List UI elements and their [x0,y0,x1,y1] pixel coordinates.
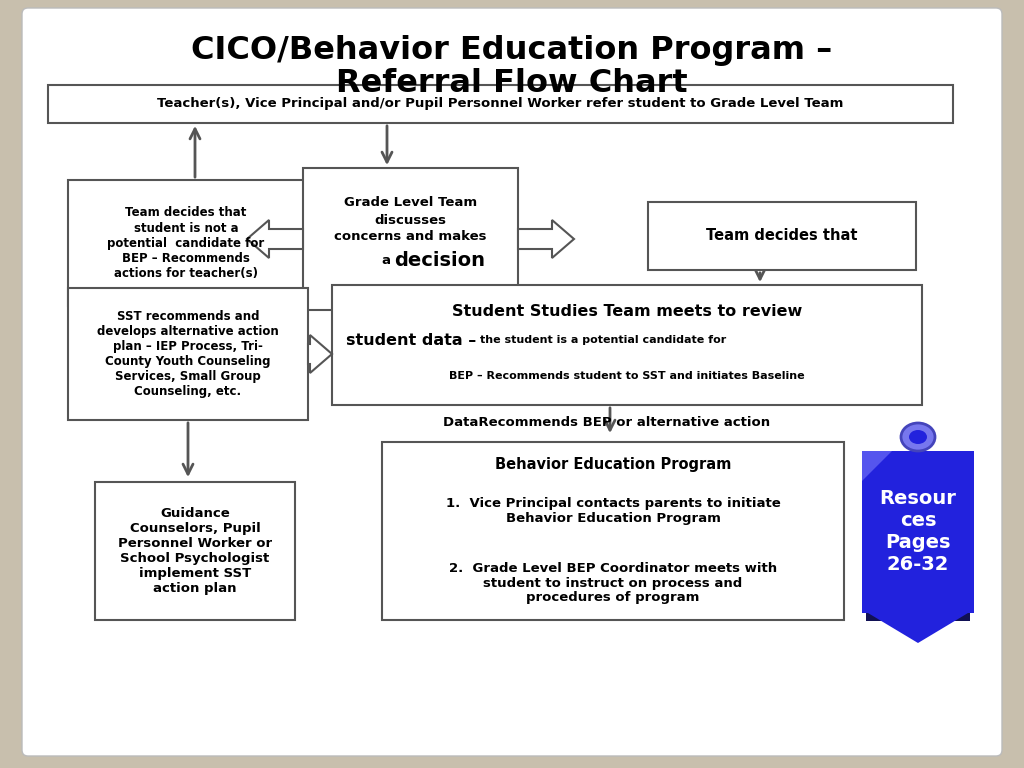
FancyArrow shape [247,220,303,258]
Bar [866,611,970,621]
Polygon shape [868,613,968,643]
Text: the student is a potential candidate for: the student is a potential candidate for [480,335,726,345]
FancyBboxPatch shape [22,8,1002,756]
Ellipse shape [909,430,927,444]
Text: Resour
ces
Pages
26-32: Resour ces Pages 26-32 [880,489,956,574]
Bar [862,451,974,613]
Text: 2.  Grade Level BEP Coordinator meets with
student to instruct on process and
pr: 2. Grade Level BEP Coordinator meets wit… [449,561,777,604]
Bar [68,180,304,306]
Text: SST recommends and
develops alternative action
plan – IEP Process, Tri-
County Y: SST recommends and develops alternative … [97,310,279,398]
Ellipse shape [901,423,935,451]
Text: decision: decision [394,251,485,270]
FancyArrow shape [308,335,332,373]
Text: Grade Level Team: Grade Level Team [344,197,477,210]
Text: BEP – Recommends student to SST and initiates Baseline: BEP – Recommends student to SST and init… [450,371,805,381]
Bar [68,288,308,420]
Bar [48,85,953,123]
Text: Teacher(s), Vice Principal and/or Pupil Personnel Worker refer student to Grade : Teacher(s), Vice Principal and/or Pupil … [158,98,844,111]
Text: CICO/Behavior Education Program –: CICO/Behavior Education Program – [191,35,833,65]
Text: DataRecommends BEP or alternative action: DataRecommends BEP or alternative action [443,416,771,429]
Text: a: a [383,254,396,267]
Text: Behavior Education Program: Behavior Education Program [495,456,731,472]
Bar [303,168,518,310]
Polygon shape [862,451,892,481]
Text: discusses: discusses [375,214,446,227]
Text: Student Studies Team meets to review: Student Studies Team meets to review [452,304,802,319]
Bar [648,202,916,270]
Text: 1.  Vice Principal contacts parents to initiate
Behavior Education Program: 1. Vice Principal contacts parents to in… [445,497,780,525]
Bar [95,482,295,620]
Text: Guidance
Counselors, Pupil
Personnel Worker or
School Psychologist
implement SST: Guidance Counselors, Pupil Personnel Wor… [118,507,272,595]
Text: Team decides that
student is not a
potential  candidate for
BEP – Recommends
act: Team decides that student is not a poten… [108,207,264,280]
Text: student data –: student data – [346,333,482,348]
Bar [332,285,922,405]
Text: concerns and makes: concerns and makes [334,230,486,243]
Text: Team decides that: Team decides that [707,229,858,243]
Text: Referral Flow Chart: Referral Flow Chart [336,68,688,98]
Bar [382,442,844,620]
FancyArrow shape [518,220,574,258]
